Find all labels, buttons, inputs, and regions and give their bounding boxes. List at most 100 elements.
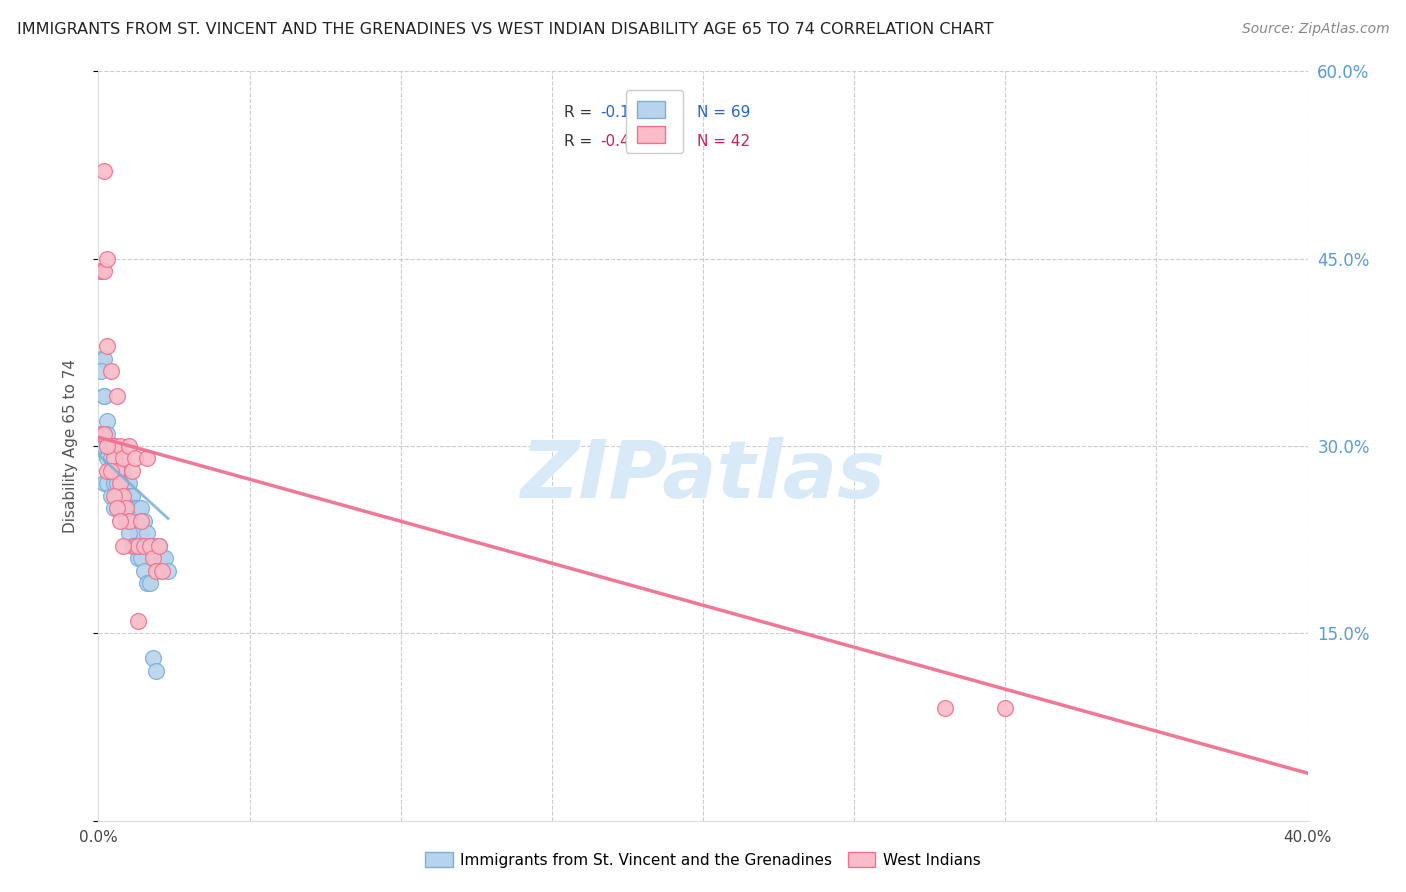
Point	[142, 539, 165, 553]
Point	[114, 501, 136, 516]
Point	[108, 514, 131, 528]
Point	[111, 501, 134, 516]
Point	[96, 252, 118, 266]
Point	[111, 464, 134, 478]
Point	[100, 439, 122, 453]
Point	[103, 439, 125, 453]
Text: N = 42: N = 42	[697, 134, 749, 149]
Point	[118, 439, 141, 453]
Point	[121, 489, 143, 503]
Point	[139, 539, 162, 553]
Point	[90, 264, 112, 278]
Point	[127, 614, 149, 628]
Point	[121, 501, 143, 516]
Point	[96, 439, 118, 453]
Point	[135, 526, 157, 541]
Point	[108, 451, 131, 466]
Point	[108, 489, 131, 503]
Point	[124, 514, 146, 528]
Point	[100, 464, 122, 478]
Point	[103, 489, 125, 503]
Point	[145, 664, 167, 678]
Point	[153, 551, 176, 566]
Point	[145, 564, 167, 578]
Point	[105, 464, 128, 478]
Point	[127, 501, 149, 516]
Point	[934, 701, 956, 715]
Point	[105, 451, 128, 466]
Point	[96, 414, 118, 428]
Text: IMMIGRANTS FROM ST. VINCENT AND THE GRENADINES VS WEST INDIAN DISABILITY AGE 65 : IMMIGRANTS FROM ST. VINCENT AND THE GREN…	[17, 22, 994, 37]
Point	[103, 439, 125, 453]
Point	[118, 489, 141, 503]
Point	[105, 501, 128, 516]
Point	[111, 539, 134, 553]
Point	[111, 489, 134, 503]
Point	[114, 476, 136, 491]
Point	[108, 476, 131, 491]
Text: -0.456: -0.456	[600, 134, 650, 149]
Point	[103, 501, 125, 516]
Point	[142, 651, 165, 665]
Point	[105, 389, 128, 403]
Text: Source: ZipAtlas.com: Source: ZipAtlas.com	[1241, 22, 1389, 37]
Point	[100, 489, 122, 503]
Point	[111, 489, 134, 503]
Point	[93, 439, 115, 453]
Point	[111, 451, 134, 466]
Text: N = 69: N = 69	[697, 105, 751, 120]
Legend: , : ,	[626, 90, 683, 153]
Text: R =: R =	[564, 105, 592, 120]
Point	[90, 439, 112, 453]
Point	[100, 439, 122, 453]
Point	[96, 439, 118, 453]
Point	[96, 426, 118, 441]
Point	[114, 514, 136, 528]
Text: ZIPatlas: ZIPatlas	[520, 437, 886, 515]
Point	[100, 364, 122, 378]
Point	[132, 539, 155, 553]
Point	[118, 514, 141, 528]
Point	[124, 501, 146, 516]
Point	[129, 514, 152, 528]
Point	[148, 539, 170, 553]
Point	[105, 476, 128, 491]
Point	[96, 339, 118, 353]
Point	[96, 476, 118, 491]
Point	[156, 564, 179, 578]
Point	[135, 451, 157, 466]
Point	[142, 551, 165, 566]
Point	[118, 514, 141, 528]
Point	[124, 539, 146, 553]
Point	[139, 539, 162, 553]
Point	[93, 164, 115, 178]
Point	[994, 701, 1017, 715]
Point	[150, 551, 173, 566]
Point	[103, 476, 125, 491]
Point	[148, 539, 170, 553]
Point	[127, 551, 149, 566]
Point	[121, 539, 143, 553]
Point	[139, 576, 162, 591]
Point	[93, 426, 115, 441]
Point	[129, 501, 152, 516]
Point	[132, 564, 155, 578]
Point	[90, 364, 112, 378]
Point	[90, 351, 112, 366]
Point	[118, 526, 141, 541]
Text: -0.179: -0.179	[600, 105, 650, 120]
Point	[90, 264, 112, 278]
Point	[135, 576, 157, 591]
Point	[100, 464, 122, 478]
Point	[93, 389, 115, 403]
Point	[121, 464, 143, 478]
Point	[96, 464, 118, 478]
Point	[118, 476, 141, 491]
Point	[93, 351, 115, 366]
Point	[93, 389, 115, 403]
Point	[150, 564, 173, 578]
Point	[114, 501, 136, 516]
Point	[96, 451, 118, 466]
Point	[124, 539, 146, 553]
Point	[93, 264, 115, 278]
